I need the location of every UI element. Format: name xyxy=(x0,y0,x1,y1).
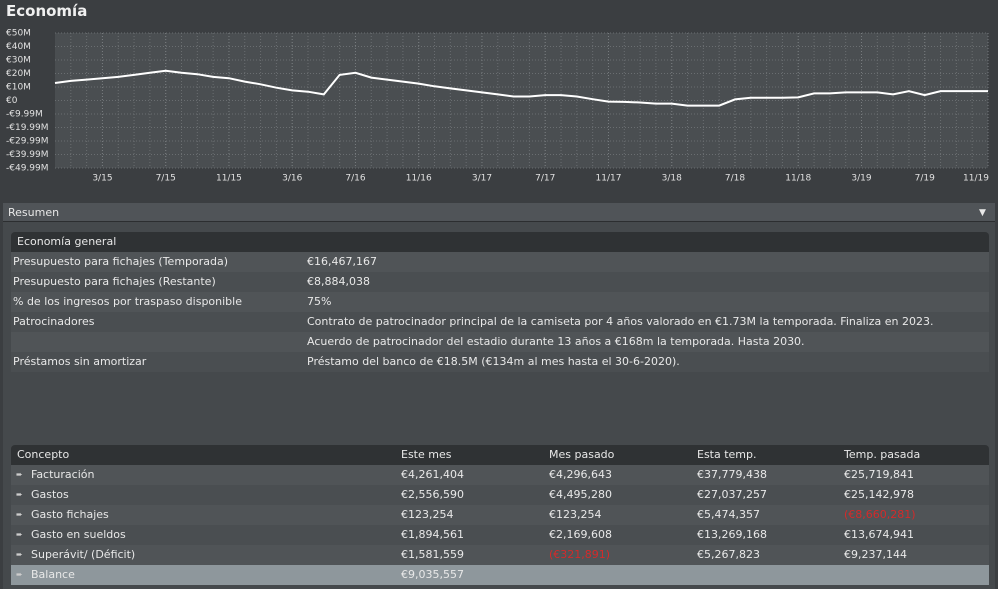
table-row: ➨ Gastos €2,556,590 €4,495,280 €27,037,257 €2… xyxy=(11,485,989,505)
value-cell: €13,269,168 xyxy=(697,528,767,541)
x-tick-label: 11/18 xyxy=(785,174,811,184)
info-value: Préstamo del banco de €18.5M (€134m al m… xyxy=(307,355,680,368)
y-tick-label: -€29.99M xyxy=(6,136,49,146)
value-cell: €5,267,823 xyxy=(697,548,760,561)
section-header xyxy=(11,232,989,252)
value-cell: €4,261,404 xyxy=(401,468,464,481)
info-row: Patrocinadores Contrato de patrocinador p… xyxy=(11,312,989,332)
column-header: Este mes xyxy=(401,448,452,461)
value-cell: €13,674,941 xyxy=(844,528,914,541)
x-tick-label: 11/19 xyxy=(963,174,989,184)
y-tick-label: -€39.99M xyxy=(6,150,49,160)
x-tick-label: 7/15 xyxy=(156,174,176,184)
y-tick-label: €0 xyxy=(6,96,18,106)
y-tick-label: €50M xyxy=(6,29,31,39)
value-cell: €123,254 xyxy=(549,508,602,521)
info-row: Préstamos sin amortizar Préstamo del banc… xyxy=(11,352,989,372)
value-cell: €27,037,257 xyxy=(697,488,767,501)
table-row: ➨ Balance €9,035,557 xyxy=(11,565,989,585)
y-tick-label: €30M xyxy=(6,56,31,66)
section-title: Economía general xyxy=(17,235,117,248)
y-tick-label: €10M xyxy=(6,83,31,93)
concept-cell: Superávit/ (Déficit) xyxy=(31,548,136,561)
table-row: ➨ Gasto en sueldos €1,894,561 €2,169,608 €13… xyxy=(11,525,989,545)
x-tick-label: 3/19 xyxy=(851,174,871,184)
bullet: ➨ xyxy=(16,550,23,559)
bullet: ➨ xyxy=(16,490,23,499)
info-label: Préstamos sin amortizar xyxy=(13,355,147,368)
y-tick-label: €20M xyxy=(6,69,31,79)
line xyxy=(54,69,988,107)
collapse-arrow[interactable]: ▼ xyxy=(979,208,986,218)
x-tick-label: 7/18 xyxy=(725,174,745,184)
info-label: Presupuesto para fichajes (Temporada) xyxy=(13,255,229,268)
info-row: Presupuesto para fichajes (Restante) €8,8… xyxy=(11,272,989,292)
value-cell: €25,142,978 xyxy=(844,488,914,501)
value-cell: €9,035,557 xyxy=(401,568,464,581)
value-cell: €1,581,559 xyxy=(401,548,464,561)
bullet: ➨ xyxy=(16,530,23,539)
column-header: Mes pasado xyxy=(549,448,615,461)
x-tick-label: 7/17 xyxy=(535,174,555,184)
y-tick-label: -€19.99M xyxy=(6,123,49,133)
concept-cell: Balance xyxy=(31,568,75,581)
info-label: % de los ingresos por traspaso disponibl… xyxy=(13,295,242,308)
concept-cell: Facturación xyxy=(31,468,95,481)
x-tick-label: 3/15 xyxy=(92,174,112,184)
y-tick-label: €40M xyxy=(6,42,31,52)
column-header: Esta temp. xyxy=(697,448,757,461)
plot-area xyxy=(55,33,988,168)
info-value: Contrato de patrocinador principal de la… xyxy=(307,315,934,328)
bullet: ➨ xyxy=(16,510,23,519)
value-cell: €2,556,590 xyxy=(401,488,464,501)
x-tick-label: 11/17 xyxy=(596,174,622,184)
table-row: ➨ Superávit/ (Déficit) €1,581,559 (€321,891… xyxy=(11,545,989,565)
x-tick-label: 3/18 xyxy=(662,174,682,184)
table-row: ➨ Gasto fichajes €123,254 €123,254 €5,474,35… xyxy=(11,505,989,525)
concept-cell: Gasto fichajes xyxy=(31,508,109,521)
info-value: 75% xyxy=(307,295,332,308)
value-cell: €37,779,438 xyxy=(697,468,767,481)
table-row: ➨ Facturación €4,261,404 €4,296,643 €37,779,… xyxy=(11,465,989,485)
table-header xyxy=(11,445,989,465)
value-cell: €5,474,357 xyxy=(697,508,760,521)
value-cell: €1,894,561 xyxy=(401,528,464,541)
y-tick-label: -€9.99M xyxy=(6,109,43,119)
value-cell: €25,719,841 xyxy=(844,468,914,481)
bullet: ➨ xyxy=(16,470,23,479)
info-row: % de los ingresos por traspaso disponibl… xyxy=(11,292,989,312)
x-tick-label: 3/17 xyxy=(472,174,492,184)
value-cell: (€321,891) xyxy=(549,548,611,561)
x-tick-label: 3/16 xyxy=(282,174,302,184)
x-tick-label: 7/19 xyxy=(915,174,935,184)
x-tick-label: 7/16 xyxy=(345,174,365,184)
concept-cell: Gastos xyxy=(31,488,69,501)
panel-header[interactable] xyxy=(3,203,995,222)
chart: €50M €40M €30M €20M €10M €0 -€9.99M -€19.99M -€2… xyxy=(6,29,989,184)
info-label: Patrocinadores xyxy=(13,315,95,328)
x-tick-label: 11/15 xyxy=(216,174,242,184)
column-header: Temp. pasada xyxy=(844,448,921,461)
info-row: Presupuesto para fichajes (Temporada) €16… xyxy=(11,252,989,272)
info-value: Acuerdo de patrocinador del estadio dura… xyxy=(307,335,805,348)
value-cell: €4,495,280 xyxy=(549,488,612,501)
value-cell: (€8,660,281) xyxy=(844,508,916,521)
column-header: Concepto xyxy=(17,448,70,461)
panel-title: Resumen xyxy=(8,206,60,219)
value-cell: €123,254 xyxy=(401,508,454,521)
x-tick-label: 11/16 xyxy=(406,174,432,184)
bullet: ➨ xyxy=(16,570,23,579)
concept-cell: Gasto en sueldos xyxy=(31,528,126,541)
info-value: €16,467,167 xyxy=(307,255,377,268)
info-value: €8,884,038 xyxy=(307,275,370,288)
info-row: Acuerdo de patrocinador del estadio dura… xyxy=(11,332,989,352)
value-cell: €4,296,643 xyxy=(549,468,612,481)
y-tick-label: -€49.99M xyxy=(6,164,49,174)
value-cell: €9,237,144 xyxy=(844,548,907,561)
page-title: Economía xyxy=(6,2,88,20)
value-cell: €2,169,608 xyxy=(549,528,612,541)
info-label: Presupuesto para fichajes (Restante) xyxy=(13,275,216,288)
